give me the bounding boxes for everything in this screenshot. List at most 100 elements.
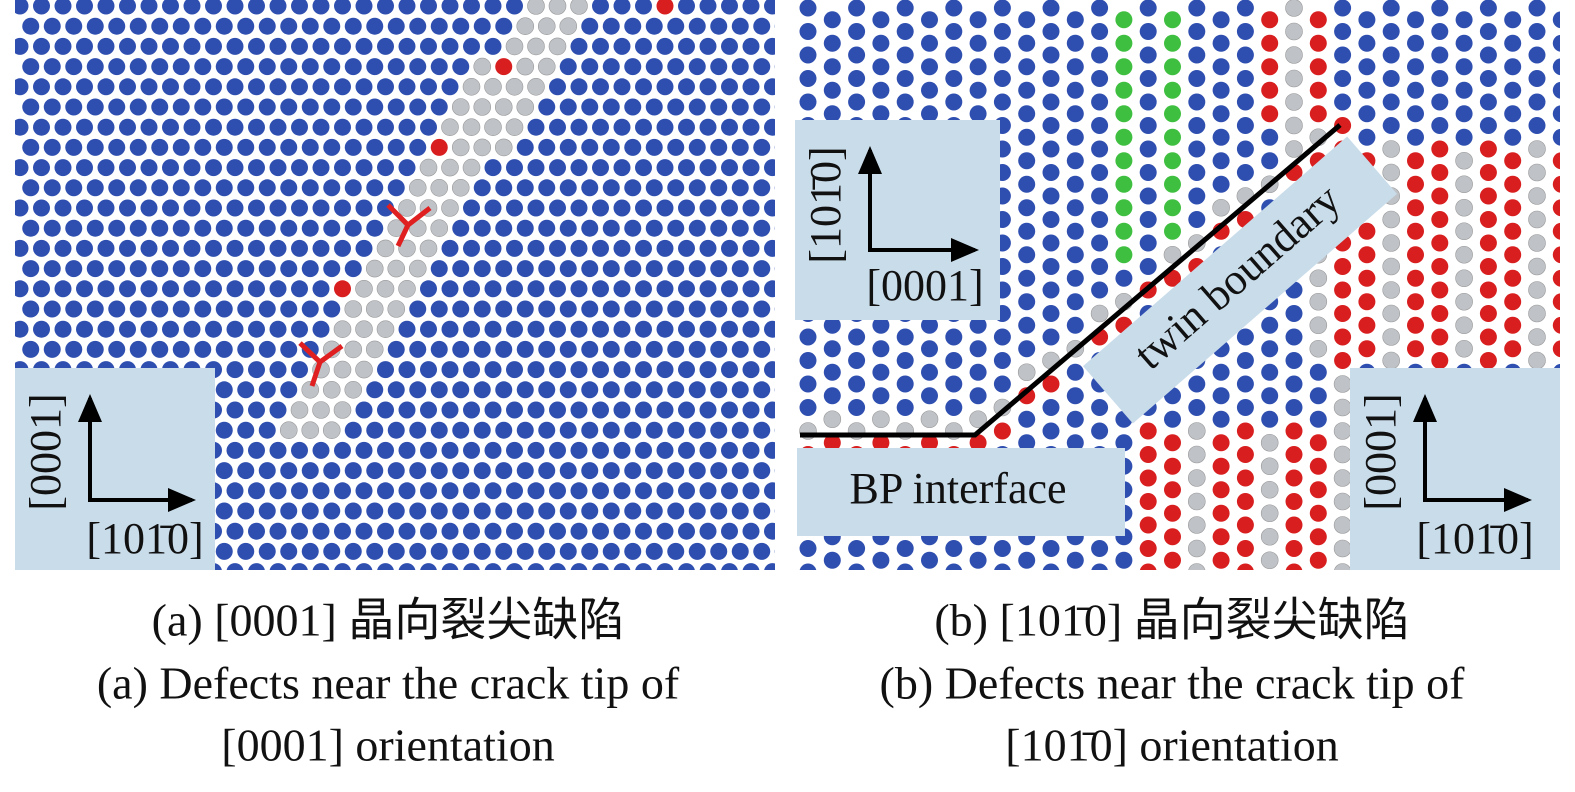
atom [248, 0, 265, 15]
atom [592, 239, 609, 257]
atom [731, 421, 749, 439]
atom [1139, 140, 1157, 158]
atom [635, 441, 652, 459]
atom [742, 401, 760, 419]
atom [1552, 222, 1560, 240]
atom [1382, 0, 1400, 17]
atom [366, 58, 384, 76]
atom [377, 0, 394, 15]
atom [237, 300, 255, 318]
atom [33, 37, 50, 55]
atom [420, 441, 437, 459]
atom [699, 78, 717, 96]
atom [162, 239, 179, 257]
boundary-line [800, 123, 1342, 438]
atom [463, 280, 480, 298]
atom [1479, 328, 1497, 346]
atom [710, 260, 728, 278]
atom [97, 78, 115, 96]
atom [291, 37, 308, 55]
atom [151, 300, 169, 318]
atom [495, 58, 513, 76]
atom [549, 361, 566, 379]
atom [1455, 58, 1473, 76]
atom [1163, 245, 1182, 264]
atom [344, 462, 362, 480]
atom [764, 0, 775, 15]
atom [742, 0, 760, 15]
atom [76, 199, 93, 217]
atom [151, 17, 169, 35]
atom [1334, 328, 1352, 346]
atom [495, 260, 513, 278]
atom [387, 17, 405, 35]
atom [872, 387, 890, 405]
atom [667, 17, 685, 35]
atom [1382, 328, 1400, 346]
atom [592, 482, 609, 500]
atom [441, 401, 459, 419]
atom [22, 98, 40, 116]
atom [54, 78, 72, 96]
atom [258, 179, 276, 197]
atom [1309, 387, 1327, 405]
atom [344, 340, 363, 359]
atom [667, 340, 685, 358]
atom [1333, 422, 1352, 440]
atom [473, 57, 492, 76]
atom [1407, 199, 1424, 217]
atom [645, 462, 663, 480]
atom [1018, 316, 1036, 334]
atom [753, 381, 771, 399]
atom [1309, 481, 1327, 499]
atom [993, 328, 1011, 346]
atom [549, 118, 566, 136]
atom [473, 98, 492, 116]
atom [420, 280, 437, 298]
atom [1139, 422, 1157, 440]
atom [1212, 410, 1230, 428]
atom [76, 280, 93, 298]
atom [945, 46, 963, 64]
atom [742, 563, 760, 570]
atom [420, 361, 437, 379]
atom [799, 540, 817, 557]
atom [205, 199, 222, 217]
atom [441, 441, 459, 459]
atom [570, 199, 588, 217]
atom [473, 340, 491, 358]
atom [366, 219, 384, 237]
atom [742, 441, 760, 459]
atom [667, 138, 685, 156]
atom [473, 462, 491, 480]
atom [1504, 128, 1522, 146]
atom [645, 219, 663, 237]
atom [581, 421, 599, 439]
atom [258, 340, 276, 358]
atom [1042, 46, 1060, 64]
atom [1455, 128, 1473, 146]
atom [1334, 0, 1352, 17]
atom [993, 0, 1011, 17]
atom [688, 340, 706, 358]
atom [1455, 292, 1473, 311]
atom [721, 159, 738, 177]
atom [129, 138, 147, 156]
atom [699, 280, 717, 298]
atom [463, 361, 480, 379]
atom [377, 482, 394, 500]
atom [1042, 187, 1060, 205]
atom [993, 70, 1011, 87]
atom [151, 340, 169, 358]
atom [1528, 234, 1546, 252]
atom [1042, 23, 1060, 40]
atom [409, 421, 427, 439]
atom [710, 381, 728, 399]
atom [1066, 81, 1084, 99]
atom [1455, 269, 1473, 288]
atom [678, 280, 695, 298]
atom [1285, 305, 1303, 322]
atom [172, 340, 190, 358]
atom [699, 441, 717, 459]
atom [1212, 58, 1230, 76]
